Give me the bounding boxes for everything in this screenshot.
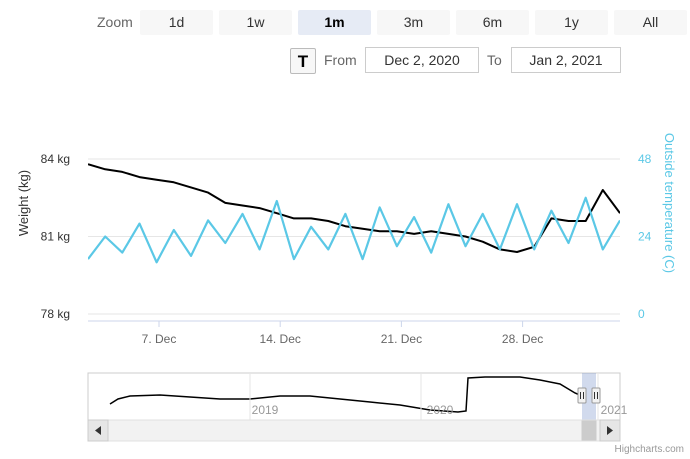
x-tick-label: 28. Dec: [502, 332, 543, 346]
range-button-1w[interactable]: 1w: [219, 10, 292, 35]
series-line-left: [88, 163, 620, 253]
x-tick-label: 21. Dec: [381, 332, 422, 346]
navigator-tick-label: 2020: [427, 403, 454, 417]
navigator-handle-right: [591, 387, 601, 404]
navigator-handle-body: [591, 387, 601, 404]
range-button-1m[interactable]: 1m: [298, 10, 371, 35]
scrollbar-right-arrow-icon: [607, 426, 613, 435]
to-date-input[interactable]: Jan 2, 2021: [511, 47, 621, 73]
navigator-outline: [87, 372, 621, 421]
x-tick-label: 14. Dec: [260, 332, 301, 346]
y-left-tick-label: 84 kg: [41, 152, 70, 166]
y-left-tick-label: 78 kg: [41, 307, 70, 321]
navigator-tick-label: 2019: [252, 403, 279, 417]
from-label: From: [324, 52, 357, 68]
credits-link[interactable]: Highcharts.com: [614, 444, 684, 455]
series-line-right: [88, 196, 620, 264]
navigator-handle-body: [577, 387, 587, 404]
range-button-1d[interactable]: 1d: [140, 10, 213, 35]
navigator-series: [109, 376, 583, 413]
to-label: To: [487, 52, 502, 68]
y-right-tick-label: 24: [638, 230, 652, 244]
range-button-3m[interactable]: 3m: [377, 10, 450, 35]
y-right-tick-label: 48: [638, 152, 652, 166]
zoom-label: Zoom: [97, 14, 133, 30]
range-button-All[interactable]: All: [614, 10, 687, 35]
range-button-1y[interactable]: 1y: [535, 10, 608, 35]
y-left-tick-label: 81 kg: [41, 230, 70, 244]
scrollbar-right-button: [599, 419, 621, 442]
x-tick-label: 7. Dec: [142, 332, 177, 346]
range-button-6m[interactable]: 6m: [456, 10, 529, 35]
y-right-tick-label: 0: [638, 307, 645, 321]
scrollbar-track: [87, 419, 621, 442]
navigator-tick-label: 2021: [601, 403, 628, 417]
y-right-axis-title: Outside temperature (C): [662, 133, 677, 273]
navigator-handle-left: [577, 387, 587, 404]
date-input-toggle-button[interactable]: T: [290, 48, 316, 74]
scrollbar-left-arrow-icon: [95, 426, 101, 435]
scrollbar-thumb: [581, 420, 597, 441]
scrollbar-left-button: [87, 419, 109, 442]
y-left-axis-title: Weight (kg): [16, 170, 31, 236]
from-date-input[interactable]: Dec 2, 2020: [365, 47, 479, 73]
navigator-selected-range: [582, 373, 596, 420]
